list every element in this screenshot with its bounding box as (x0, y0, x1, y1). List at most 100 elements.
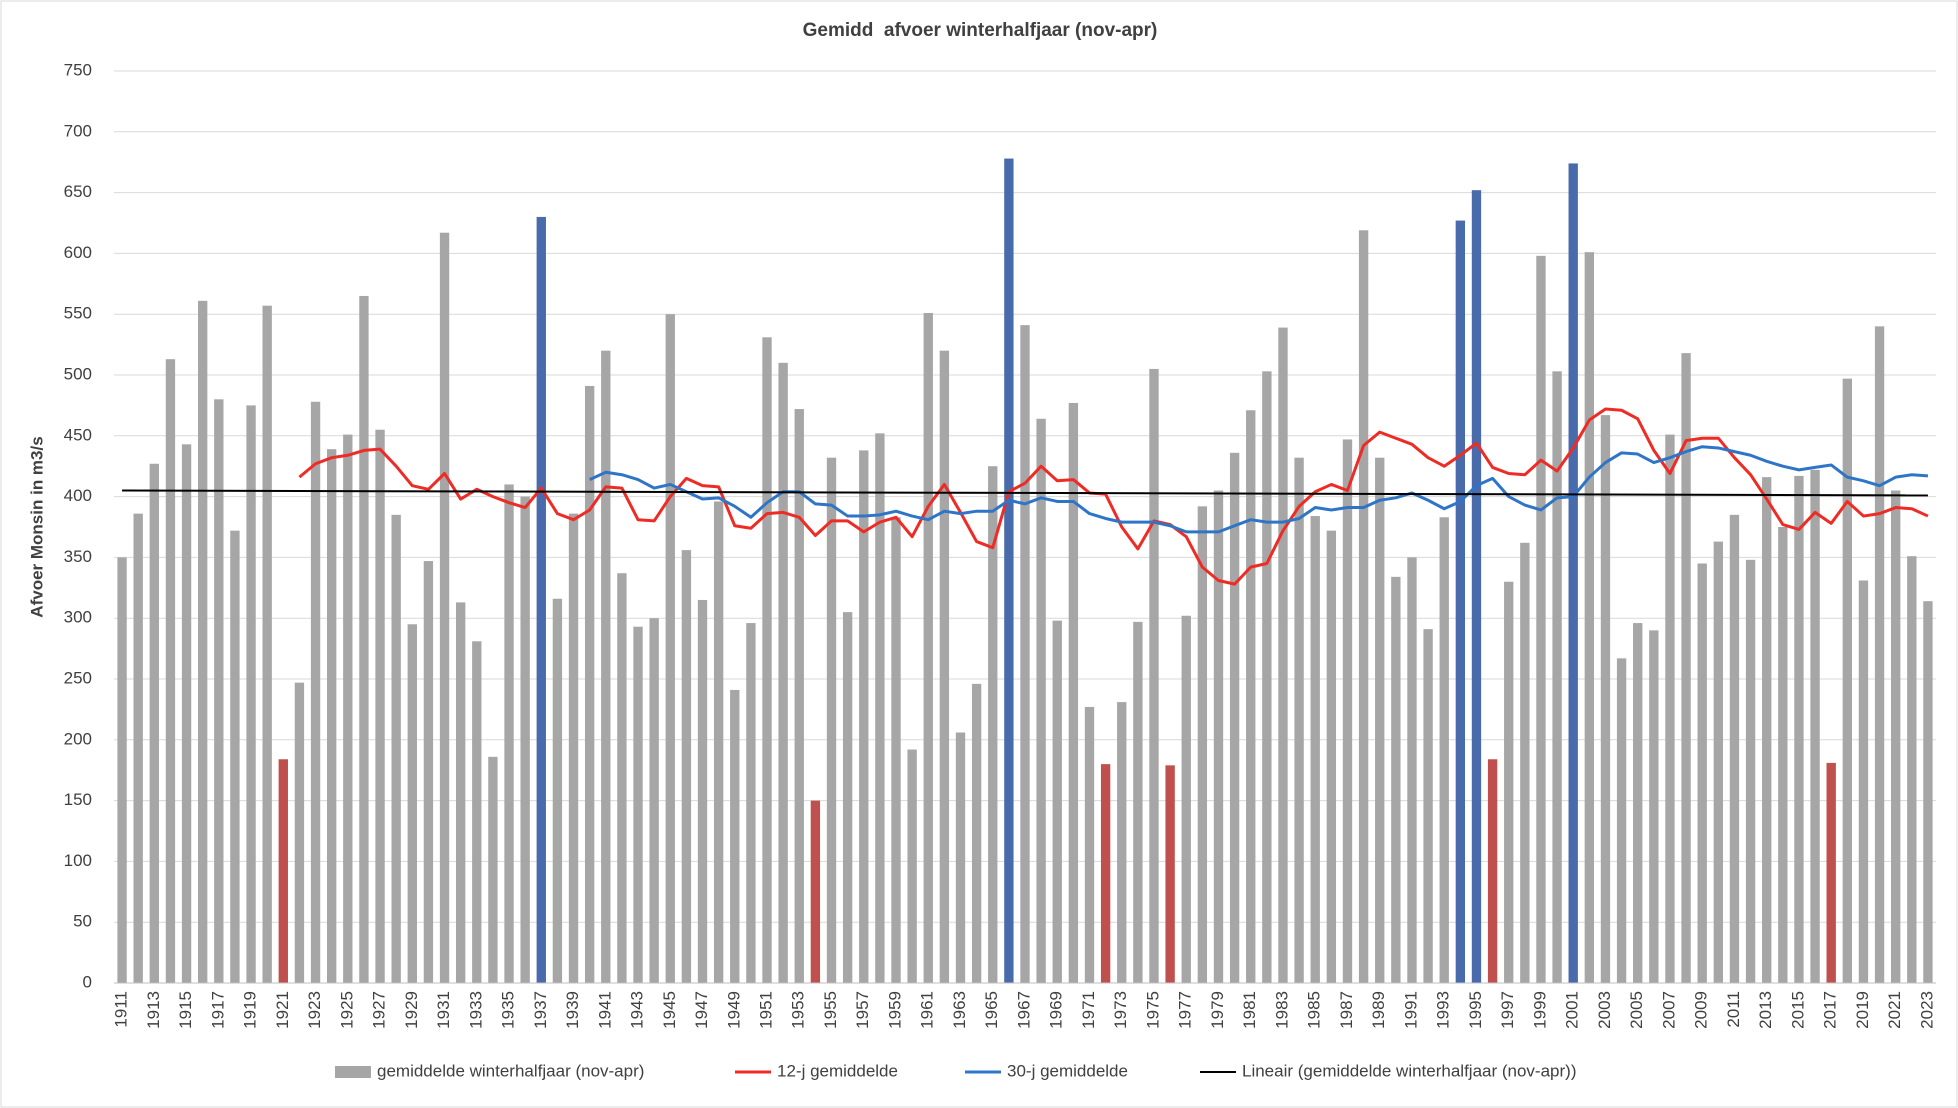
bar (826, 457, 837, 983)
bar (1471, 190, 1482, 984)
bar (794, 409, 804, 984)
x-tick-label: 1929 (402, 991, 421, 1029)
bar (1891, 490, 1901, 983)
bar (1600, 415, 1611, 983)
bar (1084, 706, 1095, 983)
bar (326, 449, 337, 983)
x-tick-label: 1935 (499, 991, 518, 1029)
legend-swatch (335, 1066, 371, 1078)
x-tick-label: 1917 (208, 991, 227, 1029)
x-tick-label: 1927 (370, 991, 389, 1029)
legend-label: 12-j gemiddelde (777, 1061, 898, 1080)
y-tick-label: 700 (64, 121, 92, 140)
x-tick-label: 1963 (950, 991, 969, 1029)
x-tick-label: 1955 (821, 991, 840, 1029)
bar (762, 337, 772, 984)
x-tick-label: 1975 (1143, 991, 1162, 1029)
bar (1584, 252, 1595, 983)
bar (149, 463, 159, 983)
x-tick-label: 2001 (1563, 991, 1582, 1029)
bar (1649, 630, 1659, 983)
bar (230, 530, 240, 983)
bar (1455, 220, 1466, 983)
x-tick-label: 1981 (1240, 991, 1259, 1029)
bar (1826, 762, 1836, 983)
x-tick-label: 1985 (1305, 991, 1324, 1029)
bar (407, 624, 417, 983)
bar (1004, 158, 1014, 983)
y-tick-label: 0 (83, 972, 92, 991)
bar (1294, 457, 1304, 983)
y-tick-label: 100 (64, 851, 92, 870)
x-tick-label: 1921 (273, 991, 292, 1029)
x-tick-label: 1937 (531, 991, 550, 1029)
bar (1504, 581, 1514, 983)
bar (1052, 620, 1062, 983)
bar (1810, 469, 1820, 983)
bar (165, 359, 176, 983)
bar (214, 399, 224, 983)
x-tick-label: 1995 (1466, 991, 1485, 1029)
chart-title: Gemidd afvoer winterhalfjaar (nov-apr) (803, 20, 1158, 41)
bar (1794, 475, 1804, 983)
bar (1729, 514, 1740, 983)
x-tick-label: 1923 (305, 991, 324, 1029)
bar (1874, 326, 1885, 983)
x-tick-label: 1991 (1401, 991, 1420, 1029)
line (298, 407, 1929, 586)
bar (359, 295, 369, 984)
bar (842, 612, 853, 983)
x-tick-label: 2023 (1917, 991, 1936, 1029)
bar (1681, 353, 1691, 983)
bar (697, 599, 708, 983)
bar (778, 362, 788, 984)
x-tick-label: 1987 (1337, 991, 1356, 1029)
x-tick-label: 1945 (660, 991, 679, 1029)
bar (310, 401, 321, 983)
bar (439, 232, 450, 983)
bar (907, 749, 917, 983)
x-tick-label: 2015 (1788, 991, 1807, 1029)
x-tick-label: 2013 (1756, 991, 1775, 1029)
bar (1278, 327, 1288, 983)
bar (1616, 658, 1627, 983)
bar (891, 517, 901, 983)
bar (1149, 368, 1159, 983)
x-tick-label: 1957 (853, 991, 872, 1029)
x-tick-label: 1971 (1079, 991, 1098, 1029)
bar (1907, 556, 1917, 983)
x-tick-label: 1993 (1434, 991, 1453, 1029)
bar (1536, 255, 1546, 983)
bar (713, 501, 724, 983)
x-tick-label: 2019 (1853, 991, 1872, 1029)
bar (294, 682, 305, 983)
bar (746, 623, 756, 983)
bar (488, 756, 498, 983)
x-tick-label: 1983 (1272, 991, 1291, 1029)
y-tick-label: 450 (64, 425, 92, 444)
bar (1181, 615, 1191, 983)
x-tick-label: 1951 (757, 991, 776, 1029)
bar (1568, 163, 1578, 983)
bar (117, 557, 127, 983)
bar (730, 689, 740, 983)
y-tick-label: 400 (64, 486, 92, 505)
bar (455, 602, 466, 983)
bar (1133, 621, 1143, 983)
x-tick-label: 2007 (1659, 991, 1678, 1029)
bar (278, 759, 288, 983)
bar (1778, 527, 1788, 983)
bar (568, 513, 579, 983)
y-axis-label: Afvoer Monsin in m3/s (27, 436, 46, 617)
x-tick-label: 1913 (144, 991, 163, 1029)
bar (1197, 506, 1208, 983)
y-tick-label: 600 (64, 243, 92, 262)
x-tick-label: 2009 (1692, 991, 1711, 1029)
bar (1439, 517, 1449, 983)
bar (1407, 557, 1417, 983)
bar (423, 561, 434, 983)
x-tick-label: 2003 (1595, 991, 1614, 1029)
bar (681, 550, 692, 983)
x-tick-label: 2021 (1885, 991, 1904, 1029)
x-tick-label: 1989 (1369, 991, 1388, 1029)
